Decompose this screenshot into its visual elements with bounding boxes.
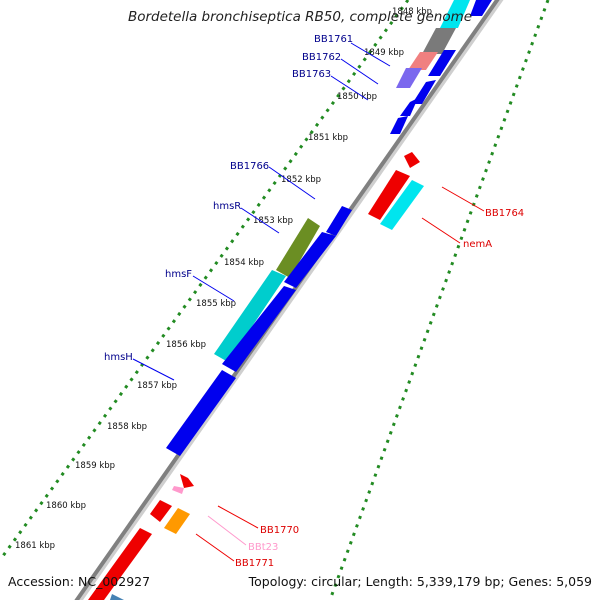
tick-label-1855: 1855 kbp [196, 299, 236, 309]
gene-block-purple-BB1763[interactable] [396, 68, 422, 88]
plus-strand-genes [166, 0, 492, 456]
tick-label-1859: 1859 kbp [75, 461, 115, 471]
gene-arrow-blue-3[interactable] [400, 98, 418, 116]
outer-tick-track [328, 0, 550, 600]
label-BB1771[interactable]: BB1771 [235, 558, 274, 569]
leader-nemA [421, 217, 461, 244]
tick-label-1856: 1856 kbp [166, 340, 206, 350]
leader-BBt23 [207, 515, 247, 546]
gene-BB1771[interactable] [164, 508, 190, 534]
tick-label-1849: 1849 kbp [364, 48, 404, 58]
plus-gene-label-text: BB1761 BB1762 BB1763 BB1766 hmsR hmsF hm… [104, 34, 353, 363]
label-BB1761[interactable]: BB1761 [314, 34, 353, 45]
label-BB1766[interactable]: BB1766 [230, 161, 269, 172]
gene-arrow-blue-long-2[interactable] [222, 286, 296, 372]
leader-hmsF [192, 275, 235, 302]
label-nemA[interactable]: nemA [463, 239, 492, 250]
gene-arrow-blue-4[interactable] [390, 116, 408, 134]
gene-hmsR[interactable] [276, 218, 320, 278]
gene-arrow-blue-long-1[interactable] [284, 232, 336, 288]
leader-BB1763 [330, 75, 369, 101]
minus-gene-label-text: BB1764 nemA BB1770 BBt23 BB1771 [235, 208, 524, 569]
label-BB1762[interactable]: BB1762 [302, 52, 341, 63]
gene-block-pink-BB1762[interactable] [408, 52, 438, 70]
gene-arrow-red-BB1764-small[interactable] [404, 152, 420, 168]
tick-label-1850: 1850 kbp [337, 92, 377, 102]
map-title: Bordetella bronchiseptica RB50, complete… [127, 9, 473, 25]
gene-arrow-blue-1[interactable] [428, 50, 456, 76]
gene-block-blue-bottom[interactable] [110, 594, 124, 600]
label-BB1763[interactable]: BB1763 [292, 69, 331, 80]
gene-block-grey[interactable] [422, 28, 456, 54]
tick-label-1854: 1854 kbp [224, 258, 264, 268]
tick-label-1848: 1848 kbp [392, 7, 432, 17]
gene-nemA[interactable] [380, 180, 424, 230]
label-BBt23[interactable]: BBt23 [248, 542, 278, 553]
leader-BB1770 [217, 505, 259, 529]
tick-label-1851: 1851 kbp [308, 133, 348, 143]
label-hmsF[interactable]: hmsF [165, 269, 192, 280]
leader-BB1761 [350, 42, 391, 67]
gene-hmsH[interactable] [166, 370, 236, 456]
gene-block-cyan-top[interactable] [440, 0, 470, 28]
leader-hmsR [240, 207, 280, 234]
gene-arrow-blue-BB1766[interactable] [326, 206, 352, 236]
tick-label-1861: 1861 kbp [15, 541, 55, 551]
gene-BB1770[interactable] [150, 500, 172, 522]
inner-tick-track [0, 0, 410, 561]
tick-labels: 1848 kbp 1849 kbp 1850 kbp 1851 kbp 1852… [15, 7, 432, 551]
gene-hmsF[interactable] [214, 270, 286, 362]
leader-BB1766 [268, 166, 316, 200]
label-BB1770[interactable]: BB1770 [260, 525, 299, 536]
tick-label-1853: 1853 kbp [253, 216, 293, 226]
gene-arrow-red-bottom[interactable] [88, 528, 152, 600]
tick-label-1857: 1857 kbp [137, 381, 177, 391]
gene-arrow-red-1859[interactable] [180, 474, 194, 488]
gene-arrow-blue-top[interactable] [470, 0, 492, 16]
label-hmsR[interactable]: hmsR [213, 201, 241, 212]
label-BB1764[interactable]: BB1764 [485, 208, 524, 219]
gene-BBt23[interactable] [172, 486, 184, 494]
minus-strand-genes [88, 152, 424, 600]
leader-BB1762 [340, 58, 379, 85]
label-hmsH[interactable]: hmsH [104, 352, 133, 363]
topology-text: Topology: circular; Length: 5,339,179 bp… [248, 574, 592, 589]
tick-label-1852: 1852 kbp [281, 175, 321, 185]
plus-gene-labels [132, 42, 391, 381]
tick-label-1860: 1860 kbp [46, 501, 86, 511]
leader-hmsH [132, 358, 175, 381]
gene-BB1764[interactable] [368, 170, 410, 220]
leader-BB1764 [441, 186, 485, 212]
minus-gene-leaders [195, 186, 485, 562]
tick-label-1858: 1858 kbp [107, 422, 147, 432]
leader-BB1771 [195, 533, 235, 562]
accession-text: Accession: NC_002927 [8, 574, 151, 589]
